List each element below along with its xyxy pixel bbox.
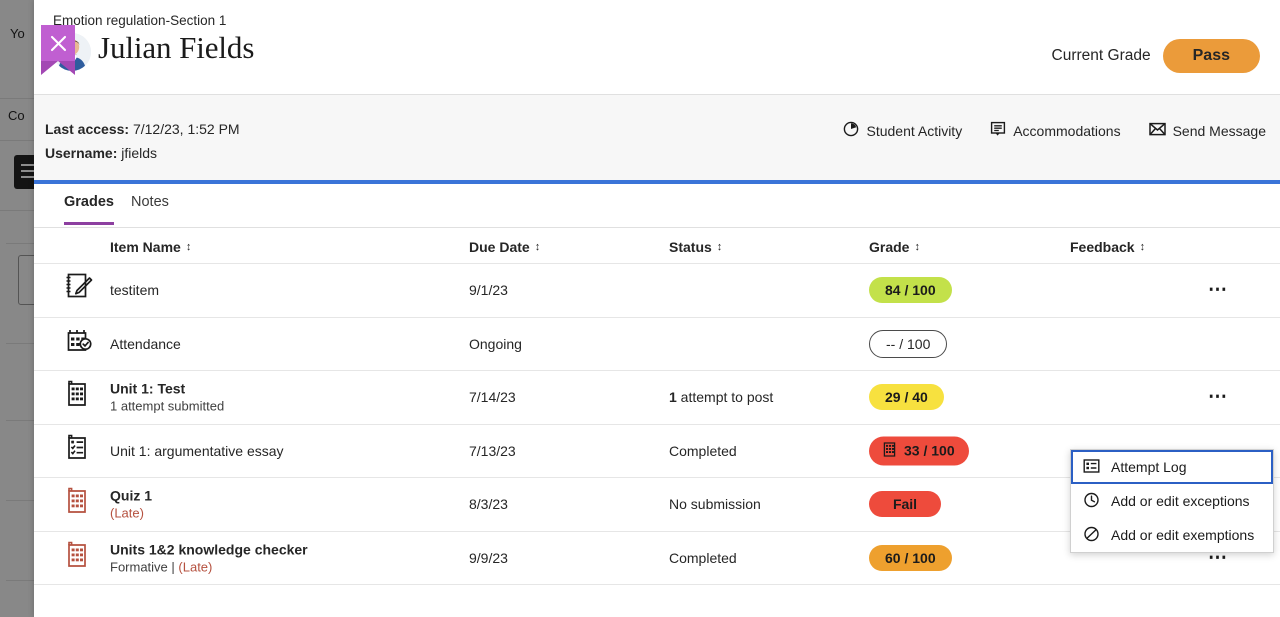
username-label: Username: [45,145,118,161]
item-name-cell: Quiz 1 (Late) [110,487,153,521]
grades-table: Item Name ↕ Due Date ↕ Status ↕ Grade ↕ … [34,229,1280,585]
row-options-button[interactable]: ⋯ [1208,386,1229,408]
current-grade-group: Current Grade Pass [1052,39,1260,73]
row-options-menu: Attempt Log Add or edit exceptions Add o… [1070,449,1274,553]
item-name-cell: Unit 1: Test 1 attempt submitted [110,380,225,414]
status-cell: Completed [669,549,737,566]
grade-pill[interactable]: 29 / 40 [869,384,944,411]
accent-bar [34,180,1280,184]
checklist-icon [65,433,93,468]
item-name-cell: Units 1&2 knowledge checker Formative | … [110,541,308,575]
current-grade-label: Current Grade [1051,47,1151,64]
clock-icon [1083,492,1100,511]
sort-icon: ↕ [534,240,541,253]
grade-pill[interactable]: 33 / 100 [869,436,969,466]
due-date-cell: 9/1/23 [469,282,508,299]
grade-cell: 33 / 100 [869,436,969,466]
col-feedback[interactable]: Feedback ↕ [1070,239,1146,255]
current-grade-pill[interactable]: Pass [1162,39,1260,73]
row-options-button[interactable]: ⋯ [1208,547,1229,569]
send-message-action[interactable]: Send Message [1148,122,1266,139]
menu-item-label: Add or edit exemptions [1111,527,1255,543]
menu-item-add-edit-exemptions[interactable]: Add or edit exemptions [1071,518,1273,552]
student-activity-label: Student Activity [866,122,963,139]
item-subtitle: Formative | (Late) [110,559,213,575]
accommodations-action[interactable]: Accommodations [990,121,1121,140]
tab-grades[interactable]: Grades [64,194,114,225]
table-row[interactable]: Unit 1: Test 1 attempt submitted 7/14/23… [34,371,1280,425]
sort-icon: ↕ [716,240,723,253]
test-sheet-red-icon [65,540,93,575]
last-access-value: 7/12/23, 1:52 PM [132,121,240,137]
header-actions: Student Activity Accommodations [843,121,1266,140]
grade-cell: Fail [869,491,941,518]
menu-item-label: Add or edit exceptions [1111,493,1250,509]
grade-pill[interactable]: Fail [869,491,941,518]
course-breadcrumb: Emotion regulation-Section 1 [53,13,227,28]
close-tab-tail [41,61,75,75]
close-icon[interactable] [41,25,75,61]
item-name-cell: Unit 1: argumentative essay [110,442,284,459]
status-cell: No submission [669,496,761,513]
test-sheet-mini-icon [883,441,898,460]
grade-cell: 29 / 40 [869,384,944,411]
col-due-date[interactable]: Due Date ↕ [469,239,541,255]
due-date-cell: 7/13/23 [469,442,516,459]
sort-icon: ↕ [1139,240,1146,253]
table-header-row: Item Name ↕ Due Date ↕ Status ↕ Grade ↕ … [34,229,1280,264]
menu-item-add-edit-exceptions[interactable]: Add or edit exceptions [1071,484,1273,518]
activity-clock-icon [843,121,859,140]
modal-header: Emotion regulation-Section 1 Julian Fiel… [34,0,1280,94]
menu-item-label: Attempt Log [1111,459,1187,475]
student-info-bar: Last access: 7/12/23, 1:52 PM Username: … [34,94,1280,180]
item-name-cell: Attendance [110,335,181,352]
page-title: Julian Fields [98,30,255,65]
list-box-icon [1083,458,1100,477]
username: Username: jfields [45,145,157,161]
sort-icon: ↕ [914,240,920,253]
modal-dim-overlay[interactable] [0,0,34,617]
sort-icon: ↕ [185,240,192,253]
status-cell: 1 attempt to post [669,389,774,406]
due-date-cell: 9/9/23 [469,549,508,566]
notepad-pencil-icon [65,273,93,308]
last-access-label: Last access: [45,121,130,137]
tab-notes[interactable]: Notes [131,194,169,210]
calendar-check-icon [65,326,93,361]
due-date-cell: Ongoing [469,335,522,352]
no-entry-icon [1083,526,1100,545]
envelope-icon [1148,122,1166,139]
last-access: Last access: 7/12/23, 1:52 PM [45,121,240,137]
col-status[interactable]: Status ↕ [669,239,723,255]
menu-item-attempt-log[interactable]: Attempt Log [1071,450,1273,484]
table-row[interactable]: Attendance Ongoing -- / 100 [34,317,1280,371]
grade-pill[interactable]: -- / 100 [869,329,948,358]
col-grade[interactable]: Grade ↕ [869,239,920,255]
row-options-button[interactable]: ⋯ [1208,279,1229,301]
grade-cell: 84 / 100 [869,277,952,304]
username-value: jfields [121,145,158,161]
background-text-top: Yo [10,26,25,41]
student-grades-modal: Emotion regulation-Section 1 Julian Fiel… [34,0,1280,617]
accommodations-label: Accommodations [1013,122,1121,139]
grade-cell: 60 / 100 [869,544,952,571]
status-cell: Completed [669,442,737,459]
background-text-mid: Co [8,108,25,123]
grade-cell: -- / 100 [869,329,948,358]
due-date-cell: 7/14/23 [469,389,516,406]
grade-pill[interactable]: 60 / 100 [869,544,952,571]
grade-pill[interactable]: 84 / 100 [869,277,952,304]
col-item-name[interactable]: Item Name ↕ [110,239,192,255]
tab-bar: Grades Notes [34,184,1280,228]
table-row[interactable]: testitem 9/1/23 84 / 100 ⋯ [34,264,1280,318]
test-sheet-red-icon [65,487,93,522]
item-name-cell: testitem [110,282,160,299]
send-message-label: Send Message [1172,122,1266,139]
test-sheet-icon [65,380,93,415]
document-icon [990,121,1006,140]
student-activity-action[interactable]: Student Activity [843,121,962,140]
due-date-cell: 8/3/23 [469,496,508,513]
